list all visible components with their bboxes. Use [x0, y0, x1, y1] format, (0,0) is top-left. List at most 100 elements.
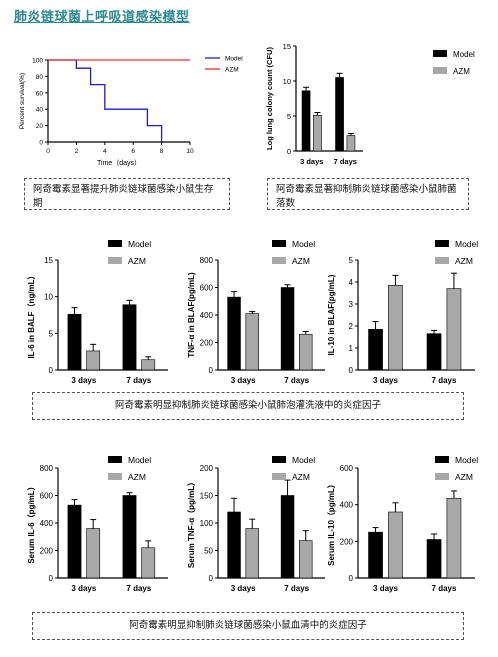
y-tick-label: 0 — [209, 366, 214, 375]
bar — [141, 547, 156, 579]
y-tick-label: 4 — [349, 278, 354, 287]
legend-label: Model — [128, 239, 151, 249]
y-tick-label: 3 — [349, 300, 354, 309]
x-tick-label: 3 days — [373, 584, 398, 593]
legend-swatch — [272, 473, 286, 480]
y-tick-label: 15 — [283, 42, 291, 51]
y-tick-label: 10 — [283, 77, 291, 86]
bar — [227, 511, 241, 579]
y-axis-label: TNF-α in BLAF(pg/mL) — [187, 272, 196, 358]
legend-label: AZM — [292, 472, 310, 482]
x-tick-label: 3 days — [231, 376, 256, 385]
y-tick-label: 200 — [200, 339, 214, 348]
y-tick-label: 0 — [287, 147, 291, 156]
x-tick-label: 8 — [160, 148, 164, 155]
legend-swatch — [435, 240, 449, 247]
legend-label: AZM — [453, 67, 470, 76]
y-tick-label: 600 — [340, 464, 354, 473]
y-axis-label: IL-6 in BALF（ng/mL） — [26, 271, 36, 358]
legend-swatch — [108, 456, 122, 463]
y-tick-label: 2 — [349, 322, 354, 331]
bar — [280, 287, 295, 371]
bar — [346, 135, 356, 152]
legend-label: Model — [455, 239, 478, 249]
x-tick-label: 3 days — [373, 376, 398, 385]
y-tick-label: 50 — [204, 547, 213, 556]
y-tick-label: 10 — [44, 293, 53, 302]
balf-caption: 阿奇霉素明显抑制肺炎链球菌感染小鼠肺泡灌洗液中的炎症因子 — [32, 392, 464, 420]
y-tick-label: 40 — [36, 107, 44, 114]
legend-label: Model — [225, 56, 243, 63]
legend-label: Model — [292, 455, 315, 465]
x-tick-label: 4 — [103, 148, 107, 155]
legend-swatch — [435, 257, 449, 264]
y-tick-label: 600 — [200, 284, 214, 293]
y-tick-label: 200 — [200, 464, 214, 473]
bar — [122, 495, 137, 579]
serum-il10-chart: 0 200 400 600 Serum IL-10（pg/mL） 3 days 7 days… — [326, 455, 478, 593]
x-tick-label: 7 days — [284, 376, 309, 385]
legend-label: Model — [128, 455, 151, 465]
bar — [86, 350, 101, 371]
bar — [313, 115, 322, 152]
x-tick-label: 3 days — [231, 584, 256, 593]
y-tick-label: 0 — [209, 574, 214, 583]
legend-swatch — [435, 456, 449, 463]
legend-label: AZM — [292, 256, 310, 266]
legend-label: AZM — [455, 256, 473, 266]
y-axis-label: Serum IL-6（pg/mL） — [26, 482, 36, 563]
x-tick-label: 7 days — [432, 584, 457, 593]
bar — [426, 539, 442, 579]
bar — [388, 284, 403, 371]
page-title: 肺炎链球菌上呼吸道感染模型 — [14, 10, 190, 25]
legend-swatch — [272, 456, 286, 463]
legend-swatch — [108, 473, 122, 480]
y-tick-label: 60 — [36, 90, 44, 97]
y-axis-label: Percent survival(%) — [19, 73, 26, 129]
lung-cfu-chart: 0 5 10 15 Log lung colony count (CFU) 3 days 7… — [265, 42, 475, 166]
x-tick-label: 7 days — [334, 157, 357, 166]
y-tick-label: 600 — [40, 492, 54, 501]
legend-label: Model — [453, 50, 475, 59]
bar — [67, 313, 82, 371]
x-tick-label: 2 — [75, 148, 79, 155]
x-tick-label: 3 days — [71, 584, 96, 593]
x-tick-label: 0 — [46, 148, 50, 155]
bar — [141, 359, 156, 371]
legend-label: AZM — [225, 67, 239, 74]
y-tick-label: 20 — [36, 123, 44, 130]
y-tick-label: 5 — [349, 256, 354, 265]
legend-label: AZM — [128, 256, 146, 266]
balf-il6-chart: 0 5 10 15 IL-6 in BALF（ng/mL） 3 days 7 days Mod… — [26, 239, 168, 385]
y-tick-label: 400 — [40, 519, 54, 528]
y-tick-label: 100 — [200, 519, 214, 528]
y-tick-label: 0 — [49, 366, 54, 375]
survival-caption: 阿奇霉素显著提升肺炎链球菌感染小鼠生存期 — [24, 178, 230, 210]
bar — [245, 528, 259, 579]
serum-tnf-chart: 0 50 100 150 200 Serum TNF-α（pg/mL） 3 days 7 da… — [186, 455, 325, 593]
y-tick-label: 400 — [340, 501, 354, 510]
legend-label: Model — [292, 239, 315, 249]
bar — [122, 304, 137, 371]
x-tick-label: 7 days — [432, 376, 457, 385]
bar — [368, 329, 383, 371]
serum-caption: 阿奇霉素明显抑制肺炎链球菌感染小鼠血清中的炎症因子 — [32, 612, 464, 640]
bar — [301, 90, 311, 152]
bar — [299, 333, 313, 371]
bar — [280, 495, 295, 579]
y-axis-label: Log lung colony count (CFU) — [265, 47, 274, 150]
y-tick-label: 150 — [200, 492, 214, 501]
bar — [299, 540, 313, 579]
legend-swatch — [272, 257, 286, 264]
series-line-model — [48, 59, 163, 142]
x-tick-label: 7 days — [126, 376, 151, 385]
bar — [426, 333, 442, 371]
bar — [446, 497, 462, 579]
bar — [227, 296, 241, 371]
bar — [335, 77, 344, 152]
y-tick-label: 200 — [40, 547, 54, 556]
bar — [368, 531, 383, 579]
y-tick-label: 0 — [349, 574, 354, 583]
y-axis-label: Serum TNF-α（pg/mL） — [186, 478, 196, 568]
legend-swatch — [272, 240, 286, 247]
